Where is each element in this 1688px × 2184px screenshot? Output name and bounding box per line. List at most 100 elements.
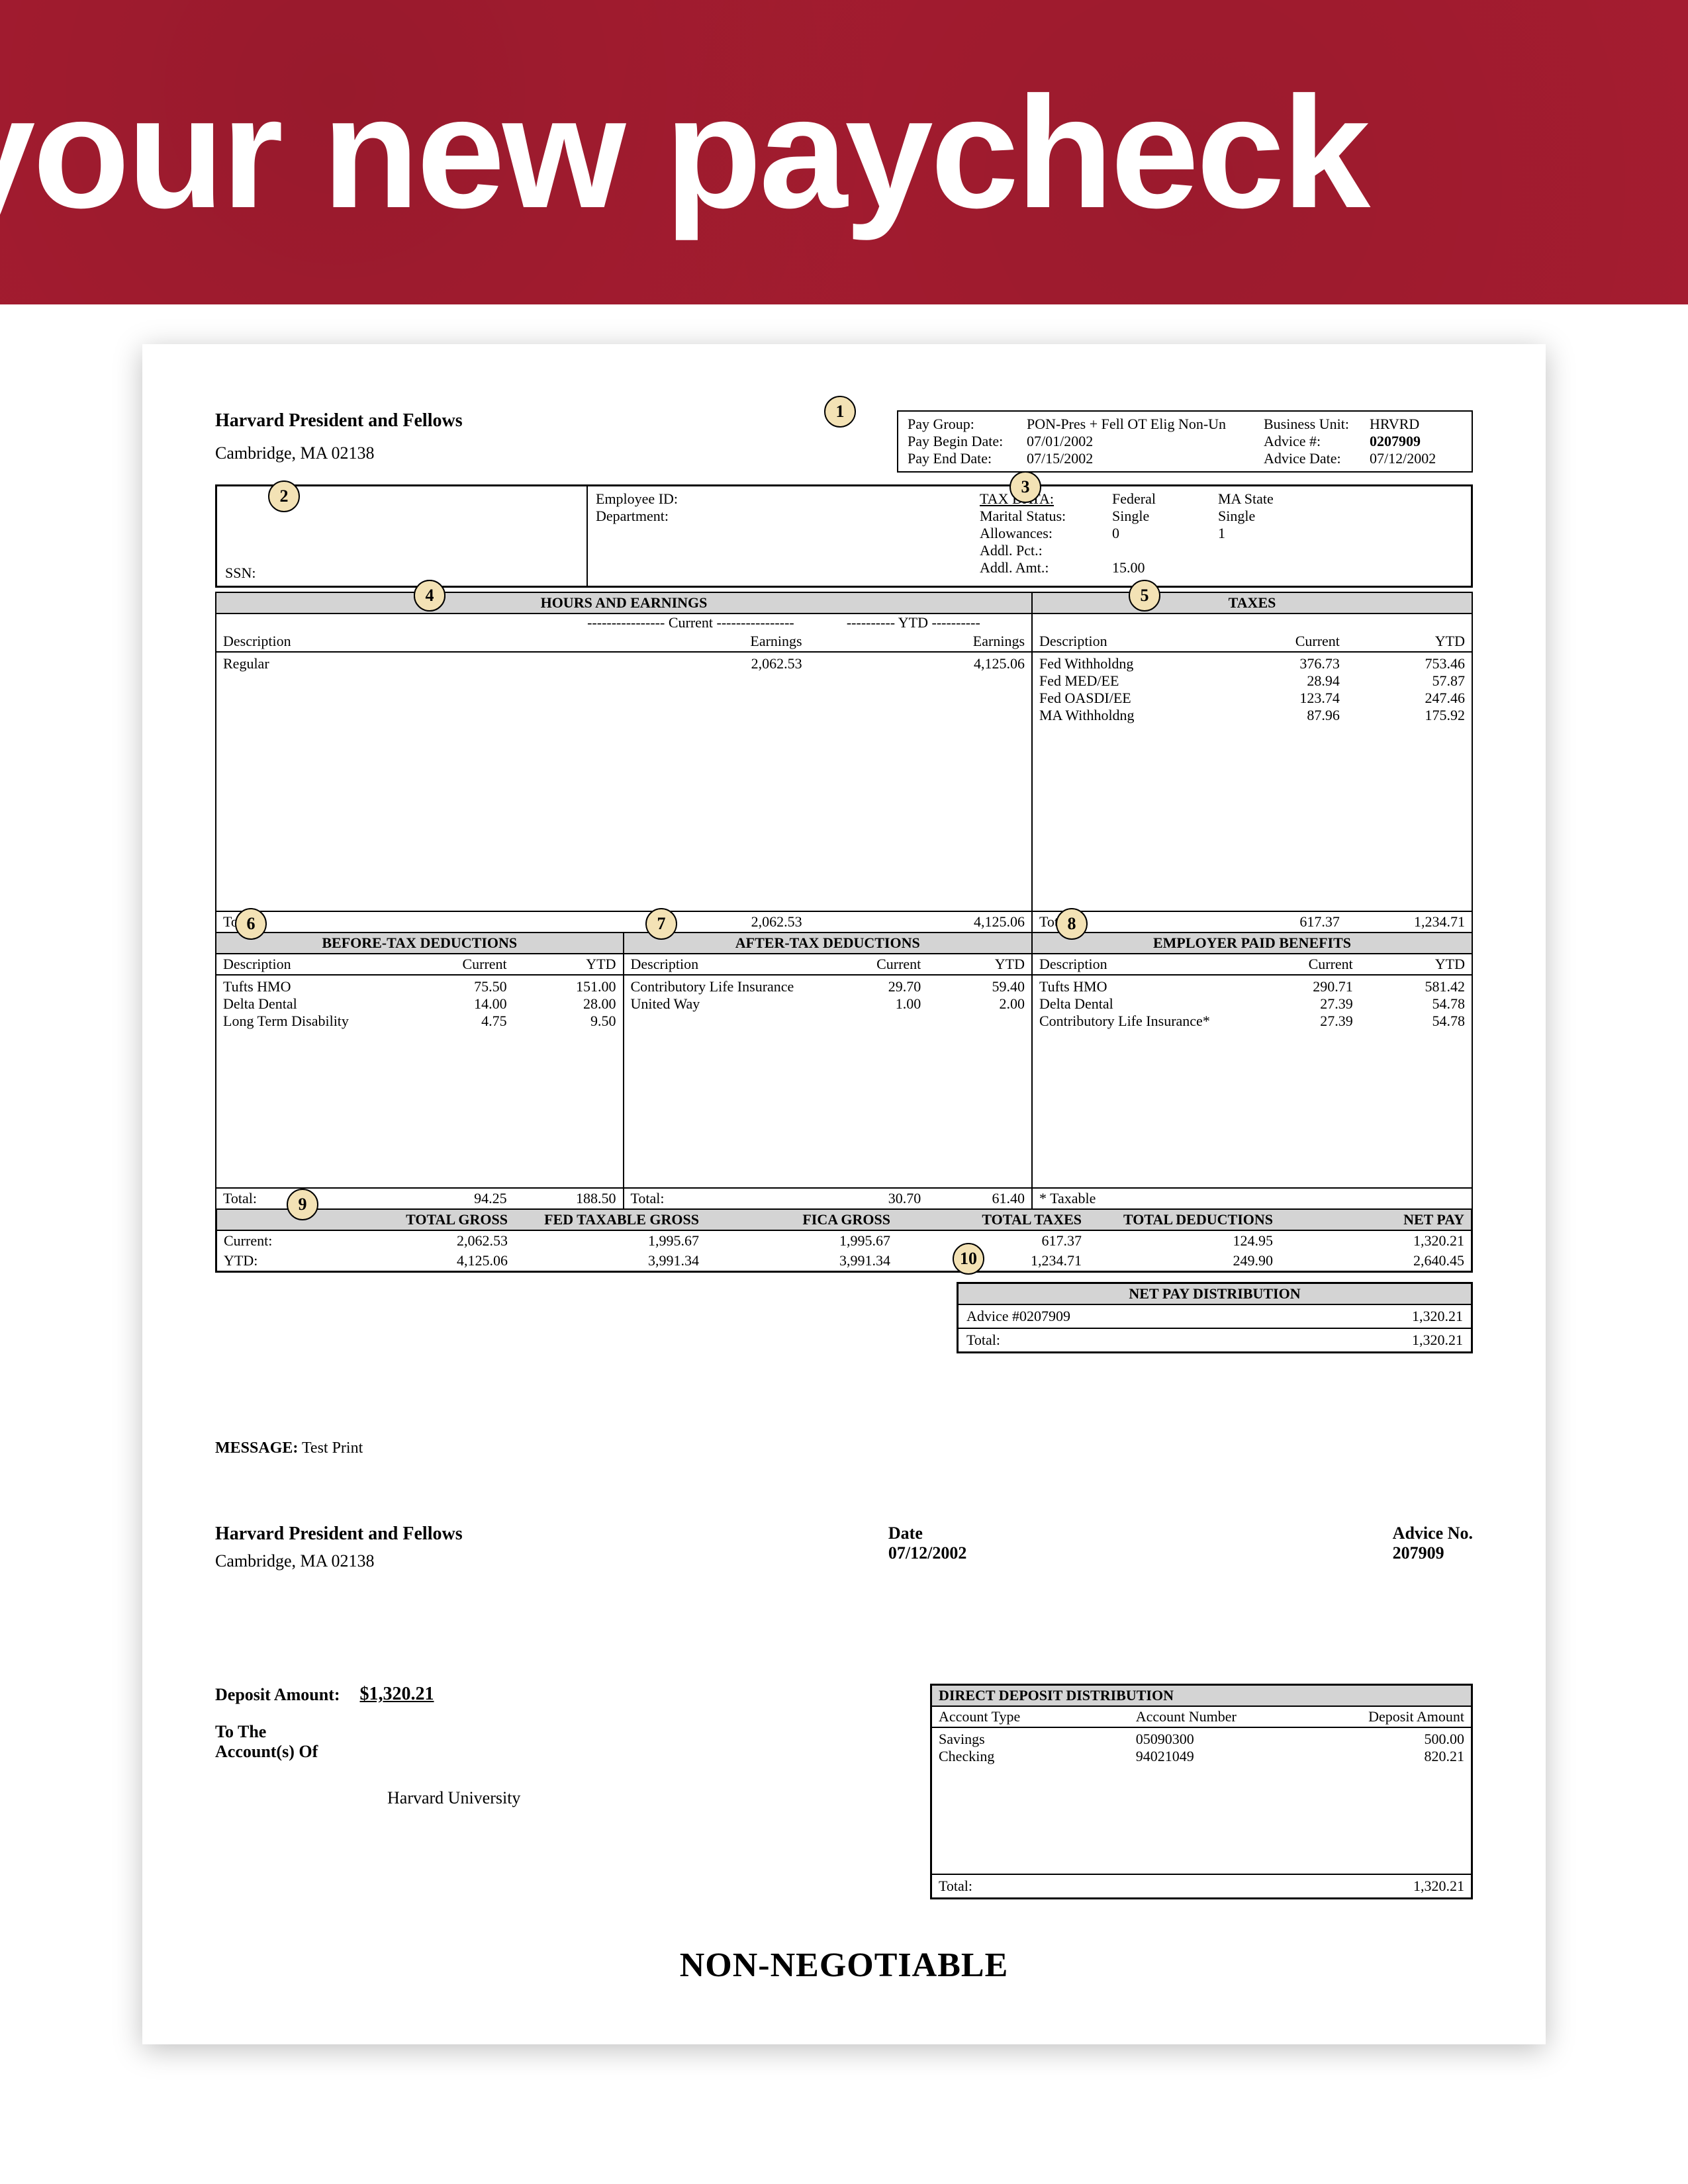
sum-col-4: TOTAL TAXES	[890, 1211, 1082, 1228]
earn-r0-cur: 2,062.53	[579, 655, 802, 672]
bt-r0-desc: Tufts HMO	[223, 978, 398, 995]
bt-total-ytd: 188.50	[507, 1190, 616, 1207]
callout-9: 9	[287, 1189, 318, 1220]
earn-r0-ytd: 4,125.06	[802, 655, 1025, 672]
earnings-col-ytd: Earnings	[802, 633, 1025, 650]
emp-r1-cur: 27.39	[1241, 995, 1353, 1013]
table-row: Delta Dental27.3954.78	[1039, 995, 1465, 1013]
earn-total-ytd: 4,125.06	[802, 913, 1025, 931]
sum-r1-v4: 249.90	[1082, 1252, 1273, 1269]
after-tax-section: AFTER-TAX DEDUCTIONS DescriptionCurrentY…	[624, 933, 1033, 1210]
message-label: MESSAGE:	[215, 1439, 298, 1457]
tax-col-cur: Current	[1215, 633, 1340, 650]
deposit-amount-label: Deposit Amount:	[215, 1685, 340, 1705]
dd-r0-type: Savings	[939, 1731, 1136, 1748]
bt-col-cur: Current	[398, 956, 507, 973]
direct-deposit-box: DIRECT DEPOSIT DISTRIBUTION Account Type…	[930, 1684, 1473, 1899]
dd-col-amt: Deposit Amount	[1300, 1708, 1464, 1725]
emp-r1-desc: Delta Dental	[1039, 995, 1241, 1013]
table-row: Delta Dental14.0028.00	[223, 995, 616, 1013]
earnings-subhead-ytd: ---------- YTD ----------	[802, 614, 1025, 631]
sum-col-2: FED TAXABLE GROSS	[508, 1211, 699, 1228]
table-row: Regular 2,062.53 4,125.06	[223, 655, 1025, 672]
at-total-label: Total:	[631, 1190, 818, 1207]
tax-total-ytd: 1,234.71	[1340, 913, 1465, 931]
sum-r1-v0: 4,125.06	[316, 1252, 508, 1269]
tax-total-cur: 617.37	[1215, 913, 1340, 931]
bt-total-cur: 94.25	[398, 1190, 507, 1207]
message-text: Test Print	[302, 1439, 363, 1457]
tax-r0-desc: Fed Withholdng	[1039, 655, 1215, 672]
summary-section: TOTAL GROSS FED TAXABLE GROSS FICA GROSS…	[215, 1210, 1473, 1273]
table-row: MA Withholdng87.96175.92	[1039, 707, 1465, 724]
sum-r0-v4: 124.95	[1082, 1232, 1273, 1250]
bt-r2-cur: 4.75	[398, 1013, 507, 1030]
sum-r0-v0: 2,062.53	[316, 1232, 508, 1250]
stub-advice-block: Advice No. 207909	[1393, 1524, 1473, 1571]
tax-r1-desc: Fed MED/EE	[1039, 672, 1215, 690]
org-address: Cambridge, MA 02138	[215, 443, 463, 463]
deductions-row: BEFORE-TAX DEDUCTIONS DescriptionCurrent…	[215, 933, 1473, 1210]
taxdata-r2-st	[1218, 542, 1317, 559]
earnings-title: HOURS AND EARNINGS	[216, 593, 1031, 614]
table-row: Tufts HMO75.50151.00	[223, 978, 616, 995]
dd-r0-num: 05090300	[1136, 1731, 1300, 1748]
pg-val-end: 07/15/2002	[1027, 450, 1245, 467]
emp-r1-ytd: 54.78	[1353, 995, 1465, 1013]
sum-r1-label: YTD:	[224, 1252, 316, 1269]
earn-r0-desc: Regular	[223, 655, 579, 672]
org-name: Harvard President and Fellows	[215, 410, 463, 432]
deposit-amount: $1,320.21	[360, 1684, 434, 1705]
pg-val-begin: 07/01/2002	[1027, 433, 1245, 450]
tax-col-desc: Description	[1039, 633, 1215, 650]
bt-r0-cur: 75.50	[398, 978, 507, 995]
earnings-col-cur: Earnings	[579, 633, 802, 650]
netpay-total-label: Total:	[966, 1332, 1000, 1349]
table-row: Contributory Life Insurance*27.3954.78	[1039, 1013, 1465, 1030]
tax-r1-ytd: 57.87	[1340, 672, 1465, 690]
sum-r0-v5: 1,320.21	[1273, 1232, 1464, 1250]
taxdata-r3-label: Addl. Amt.:	[980, 559, 1105, 576]
table-row: Contributory Life Insurance29.7059.40	[631, 978, 1025, 995]
deposit-to-label: To The	[215, 1722, 520, 1742]
tax-r3-desc: MA Withholdng	[1039, 707, 1215, 724]
deposit-row: Deposit Amount: $1,320.21 To The Account…	[215, 1684, 1473, 1899]
callout-4: 4	[414, 580, 445, 612]
taxdata-col-fed: Federal	[1112, 490, 1211, 508]
emp-r2-desc: Contributory Life Insurance*	[1039, 1013, 1241, 1030]
earnings-col-desc: Description	[223, 633, 579, 650]
callout-8: 8	[1056, 908, 1088, 940]
bt-col-ytd: YTD	[507, 956, 616, 973]
employee-mid: Employee ID: Department:	[588, 486, 972, 586]
deposit-payee: Harvard University	[387, 1788, 520, 1808]
dept-label: Department:	[596, 508, 964, 525]
at-r0-ytd: 59.40	[921, 978, 1025, 995]
table-row: Fed MED/EE28.9457.87	[1039, 672, 1465, 690]
pg-val-group: PON-Pres + Fell OT Elig Non-Un	[1027, 416, 1245, 433]
table-row: Tufts HMO290.71581.42	[1039, 978, 1465, 995]
stub-date: 07/12/2002	[888, 1543, 966, 1563]
pg-label-adviceno: Advice #:	[1264, 433, 1370, 450]
page-container: 1 2 3 4 5 6 7 8 9 10 Harvard President a…	[0, 304, 1688, 2124]
banner-title: your new paycheck	[0, 61, 1368, 244]
employer-title: EMPLOYER PAID BENEFITS	[1033, 933, 1472, 954]
ssn-label: SSN:	[225, 565, 579, 582]
pg-label-begin: Pay Begin Date:	[908, 433, 1027, 450]
sum-r1-v2: 3,991.34	[699, 1252, 890, 1269]
emp-col-ytd: YTD	[1353, 956, 1465, 973]
at-r1-cur: 1.00	[818, 995, 921, 1013]
callout-7: 7	[645, 908, 677, 940]
emp-id-label: Employee ID:	[596, 490, 964, 508]
pg-val-bu: HRVRD	[1370, 416, 1462, 433]
tax-r0-cur: 376.73	[1215, 655, 1340, 672]
dd-col-type: Account Type	[939, 1708, 1136, 1725]
earn-total-cur: 2,062.53	[579, 913, 802, 931]
taxdata-r0-label: Marital Status:	[980, 508, 1105, 525]
netpay-row-amt: 1,320.21	[1412, 1308, 1463, 1325]
at-r0-desc: Contributory Life Insurance	[631, 978, 818, 995]
sum-col-3: FICA GROSS	[699, 1211, 890, 1228]
tax-r3-ytd: 175.92	[1340, 707, 1465, 724]
taxdata-r3-st	[1218, 559, 1317, 576]
emp-col-desc: Description	[1039, 956, 1241, 973]
employer-footnote: * Taxable	[1039, 1190, 1096, 1207]
